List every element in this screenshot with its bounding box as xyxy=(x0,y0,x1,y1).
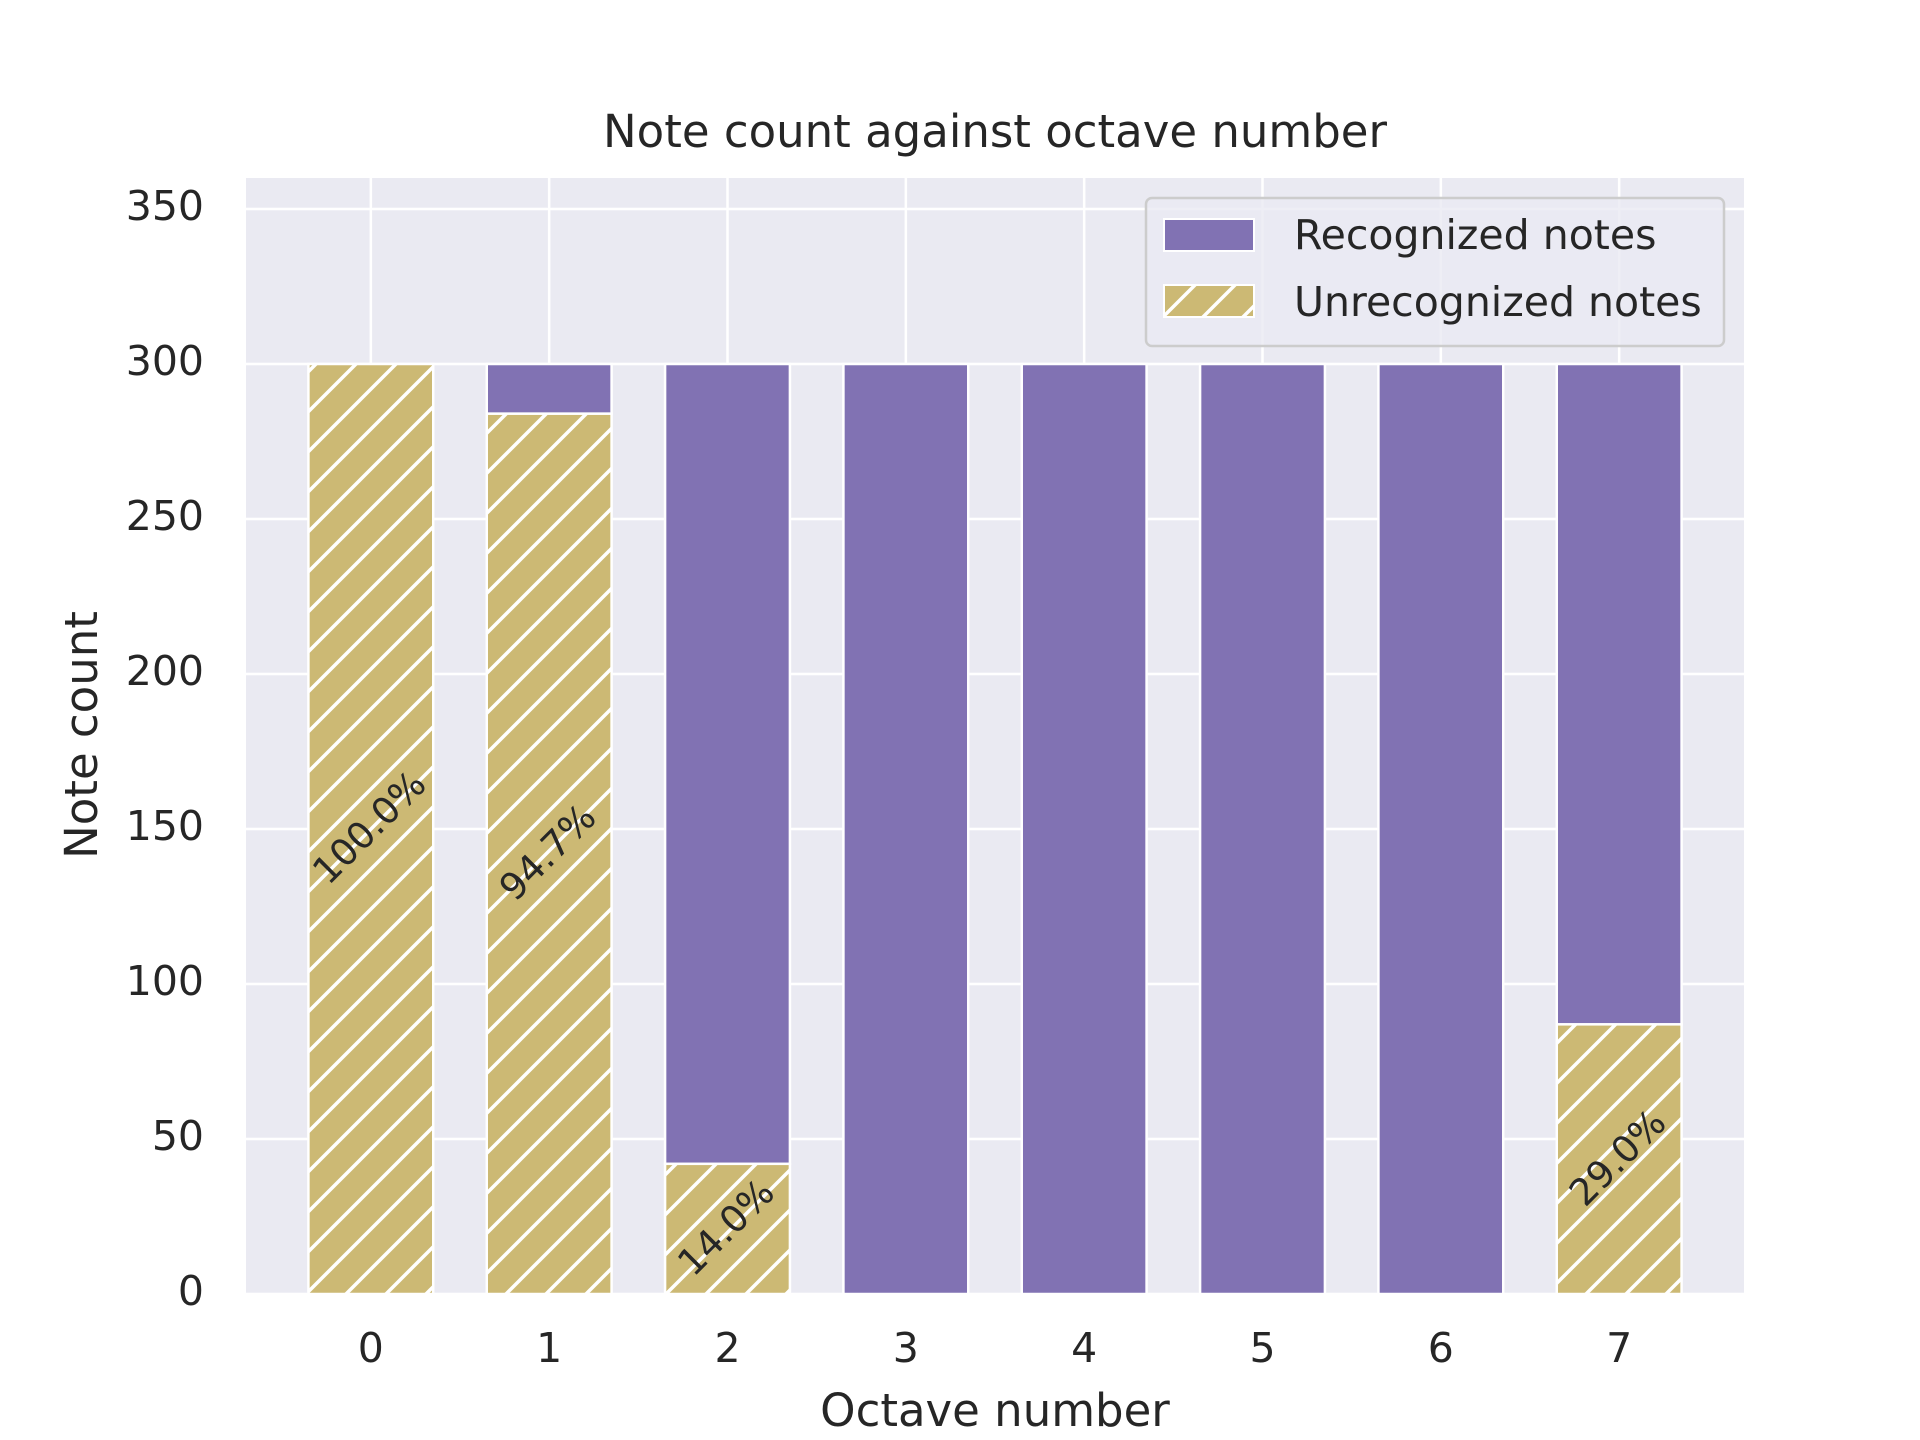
legend: Recognized notes Unrecognized notes xyxy=(1144,196,1726,348)
legend-label-recognized: Recognized notes xyxy=(1294,211,1656,259)
bar-recognized-octave-1 xyxy=(485,362,613,415)
y-tick-label: 150 xyxy=(126,802,204,850)
y-tick-label: 350 xyxy=(126,182,204,230)
x-tick-label: 7 xyxy=(1606,1324,1632,1372)
y-tick-label: 50 xyxy=(152,1112,204,1160)
bar-recognized-octave-4 xyxy=(1020,362,1148,1296)
chart-title: Note count against octave number xyxy=(603,105,1387,158)
bar-unrecognized-octave-1 xyxy=(485,412,613,1296)
y-tick-label: 250 xyxy=(126,492,204,540)
y-axis-title: Note count xyxy=(55,611,108,859)
x-tick-label: 2 xyxy=(714,1324,740,1372)
bar-recognized-octave-7 xyxy=(1555,362,1683,1026)
x-tick-label: 5 xyxy=(1249,1324,1275,1372)
y-tick-label: 200 xyxy=(126,647,204,695)
x-tick-label: 1 xyxy=(536,1324,562,1372)
bar-unrecognized-octave-0 xyxy=(307,362,435,1296)
bar-unrecognized-octave-7 xyxy=(1555,1023,1683,1296)
y-tick-label: 0 xyxy=(178,1267,204,1315)
bar-recognized-octave-6 xyxy=(1377,362,1505,1296)
bar-recognized-octave-5 xyxy=(1198,362,1327,1296)
x-tick-label: 6 xyxy=(1428,1324,1454,1372)
legend-frame xyxy=(1144,196,1726,348)
x-axis-title: Octave number xyxy=(820,1384,1170,1437)
y-tick-label: 300 xyxy=(126,337,204,385)
legend-swatch-recognized xyxy=(1163,218,1255,252)
x-axis-ticks: 0 1 2 3 4 5 6 7 xyxy=(358,1324,1632,1372)
bar-recognized-octave-3 xyxy=(842,362,970,1296)
x-tick-label: 0 xyxy=(358,1324,384,1372)
x-tick-label: 3 xyxy=(893,1324,919,1372)
bar-unrecognized-octave-2 xyxy=(663,1162,792,1296)
legend-label-unrecognized: Unrecognized notes xyxy=(1294,278,1702,326)
x-tick-label: 4 xyxy=(1071,1324,1097,1372)
y-tick-label: 100 xyxy=(126,957,204,1005)
bars xyxy=(307,362,1683,1296)
bar-recognized-octave-2 xyxy=(663,362,792,1166)
y-axis-ticks: 0 50 100 150 200 250 300 350 xyxy=(126,182,204,1315)
legend-swatch-unrecognized xyxy=(1163,284,1255,318)
